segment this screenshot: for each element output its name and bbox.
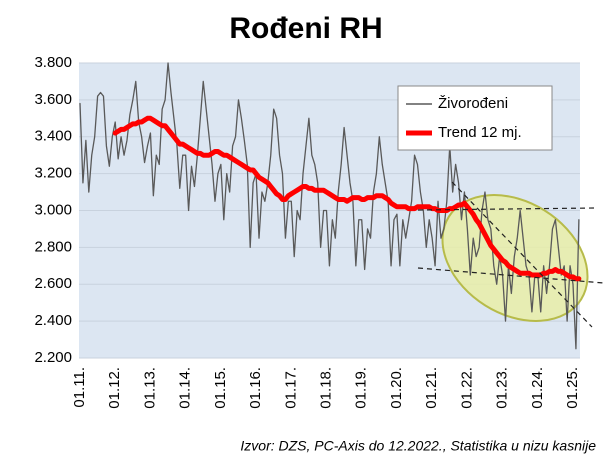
series-line bbox=[79, 62, 580, 350]
x-tick-label: 01.14. bbox=[177, 367, 194, 409]
y-tick-label: 3.000 bbox=[34, 201, 72, 218]
chart-title: Rođeni RH bbox=[229, 12, 382, 45]
x-tick-label: 01.12. bbox=[106, 367, 123, 409]
x-tick-label: 01.19. bbox=[353, 367, 370, 409]
x-tick-label: 01.13. bbox=[141, 367, 158, 409]
x-tick-label: 01.15. bbox=[212, 367, 229, 409]
annotation-lines bbox=[417, 181, 605, 328]
x-tick-label: 01.21. bbox=[423, 367, 440, 409]
y-tick-label: 2.600 bbox=[34, 275, 72, 292]
dashed-line bbox=[417, 267, 605, 284]
y-tick-label: 3.400 bbox=[34, 128, 72, 145]
x-tick-label: 01.20. bbox=[388, 367, 405, 409]
x-tick-label: 01.11. bbox=[71, 367, 88, 408]
x-tick-label: 01.18. bbox=[317, 367, 334, 409]
legend-box bbox=[397, 85, 553, 151]
legend-label: Trend 12 mj. bbox=[438, 124, 522, 141]
y-tick-label: 2.200 bbox=[34, 349, 72, 366]
y-tick-label: 3.200 bbox=[34, 165, 72, 182]
x-tick-label: 01.23. bbox=[494, 367, 511, 409]
x-tick-label: 01.16. bbox=[247, 367, 264, 409]
x-tick-label: 01.24. bbox=[529, 367, 546, 409]
y-tick-label: 3.600 bbox=[34, 91, 72, 108]
legend: Živorođeni Trend 12 mj. bbox=[397, 85, 553, 151]
y-tick-label: 3.800 bbox=[34, 54, 72, 71]
x-tick-label: 01.25. bbox=[564, 367, 581, 409]
x-tick-label: 01.17. bbox=[282, 367, 299, 409]
x-tick-label: 01.22. bbox=[458, 367, 475, 409]
legend-label: Živorođeni bbox=[438, 95, 508, 112]
y-tick-label: 2.800 bbox=[34, 238, 72, 255]
series-line bbox=[112, 115, 582, 282]
dashed-line bbox=[417, 207, 597, 211]
source-note: Izvor: DZS, PC-Axis do 12.2022., Statist… bbox=[240, 438, 596, 454]
dashed-line bbox=[451, 181, 593, 328]
y-tick-label: 2.400 bbox=[34, 312, 72, 329]
